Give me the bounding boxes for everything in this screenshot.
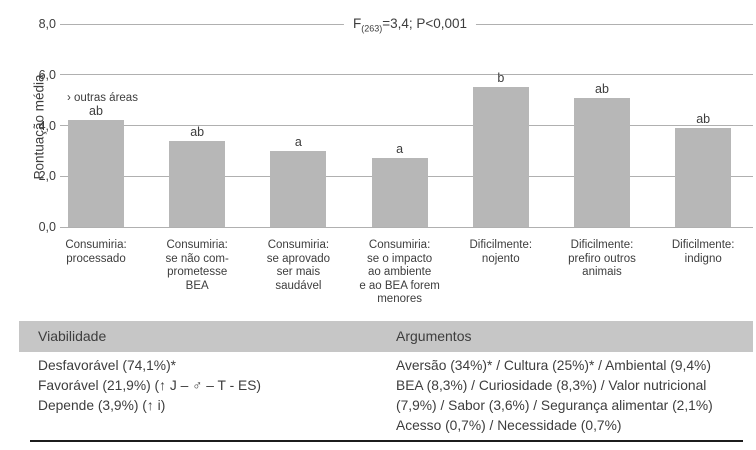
table-header-band <box>19 321 753 352</box>
chart-title-rest: =3,4; P<0,001 <box>382 16 468 31</box>
category-label: Consumiria: se não com-prometesse BEA <box>165 239 229 292</box>
table-header-arguments: Argumentos <box>396 328 472 344</box>
viability-line: Favorável (21,9%) (↑ J – ♂ – T - ES) <box>38 378 261 393</box>
chart-title: F(263)=3,4; P<0,001 <box>343 14 477 39</box>
arguments-line: (7,9%) / Sabor (3,6%) / Segurança alimen… <box>396 398 713 413</box>
y-tick-label: 4,0 <box>38 118 56 133</box>
bar <box>371 158 428 227</box>
y-tick-label: 0,0 <box>38 220 56 234</box>
viability-line: Desfavorável (74,1%)* <box>38 358 177 373</box>
annotation-outras-areas: › outras áreas <box>67 92 138 104</box>
significance-letter: ab <box>696 112 711 126</box>
gridline <box>60 74 753 76</box>
bar <box>675 128 732 227</box>
arguments-line: Acesso (0,7%) / Necessidade (0,7%) <box>396 418 622 433</box>
bottom-rule <box>30 440 743 442</box>
category-label: Consumiria: se aprovado ser mais saudável <box>266 239 331 292</box>
significance-letter: a <box>294 135 302 149</box>
table-column-viability: Desfavorável (74,1%)* Favorável (21,9%) … <box>38 356 378 416</box>
y-tick-label: 8,0 <box>38 17 56 31</box>
significance-letter: ab <box>190 125 205 139</box>
category-label: Dificilmente: prefiro outros animais <box>568 239 636 278</box>
table-header-viability: Viabilidade <box>38 328 107 344</box>
gridline <box>60 226 753 228</box>
bar <box>472 87 529 227</box>
bar <box>270 151 327 227</box>
table-column-arguments: Aversão (34%)* / Cultura (25%)* / Ambien… <box>396 356 746 436</box>
significance-letter: b <box>497 71 505 85</box>
viability-line: Depende (3,9%) (↑ i) <box>38 398 166 413</box>
category-label: Consumiria: processado <box>65 239 127 265</box>
chart-title-subscript: (263) <box>361 23 383 34</box>
y-tick-label: 6,0 <box>38 67 56 82</box>
bar <box>68 120 124 227</box>
significance-letter: ab <box>89 104 103 118</box>
category-label: Dificilmente: indigno <box>671 239 735 265</box>
arguments-line: Aversão (34%)* / Cultura (25%)* / Ambien… <box>396 358 711 373</box>
significance-letter: a <box>396 142 404 156</box>
category-label: Consumiria: se o impacto ao ambiente e ao B… <box>359 239 440 305</box>
category-label: Dificilmente: nojento <box>469 239 533 265</box>
y-tick-label: 2,0 <box>38 169 56 184</box>
bar <box>574 98 630 227</box>
bar <box>169 141 226 227</box>
chart-title-f: F <box>352 16 362 31</box>
significance-letter: ab <box>595 82 609 96</box>
arguments-line: BEA (8,3%) / Curiosidade (8,3%) / Valor … <box>396 378 707 393</box>
gridline <box>60 125 753 126</box>
